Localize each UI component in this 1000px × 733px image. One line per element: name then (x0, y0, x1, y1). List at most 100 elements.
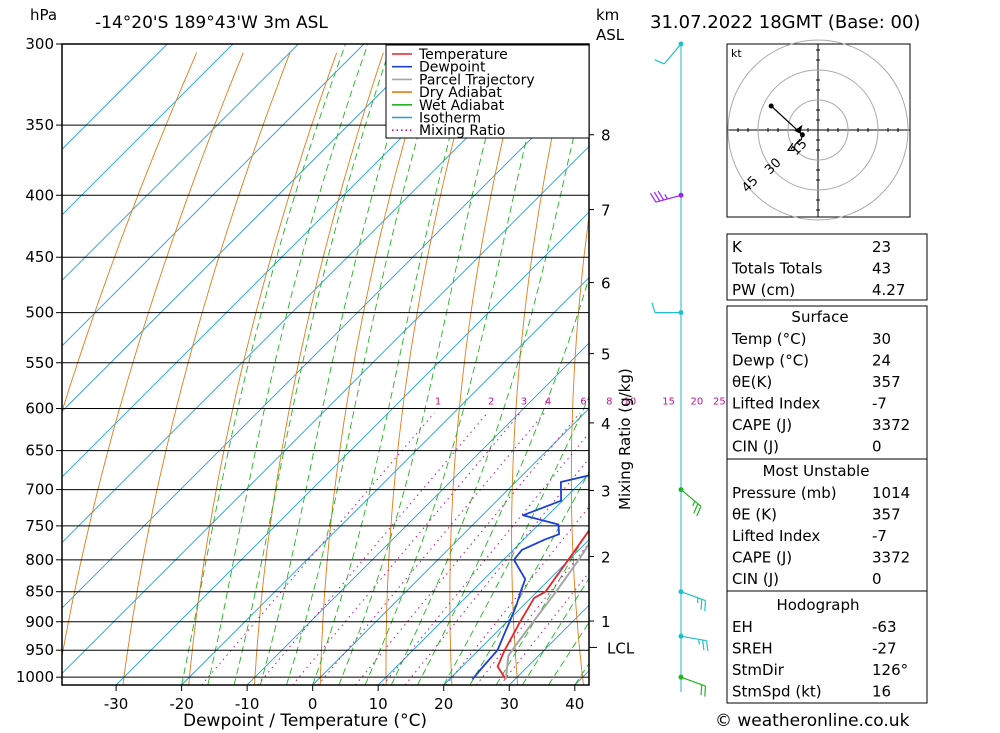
wind-barb-flag (696, 506, 702, 517)
wind-barb-flag (653, 191, 661, 202)
wind-barb-flag (700, 599, 703, 610)
pressure-tick-label: 500 (25, 304, 54, 322)
storm-motion-arrow (794, 124, 803, 134)
wet-adiabat-line (443, 395, 589, 685)
legend-entry: Wet Adiabat (419, 98, 505, 114)
sounding-series (471, 474, 589, 680)
wind-barb-shaft (655, 194, 682, 203)
pressure-tick-label: 300 (25, 35, 54, 53)
wind-barb-shaft (680, 591, 706, 602)
km-tick-label: 5 (601, 346, 611, 364)
wet-adiabat-line (286, 44, 446, 685)
hodograph-table-row-label: SREH (732, 640, 773, 658)
legend-entry: Temperature (418, 47, 508, 63)
pressure-axis: 300 350 400 450 500 550 600 650 700 750 800 850 900 9… (16, 35, 62, 686)
surface-row-label: CAPE (J) (732, 416, 792, 434)
pressure-tick-label: 600 (25, 400, 54, 418)
legend-entry: Mixing Ratio (419, 123, 505, 139)
hodograph-table-row-value: 126° (872, 661, 908, 679)
pressure-level-lines (62, 44, 589, 678)
location-title: -14°20'S 189°43'W 3m ASL (95, 13, 328, 33)
dry-adiabat-line (385, 52, 478, 685)
isotherm-line (62, 44, 496, 478)
mixing-ratio-line (382, 432, 589, 685)
hodograph-table-row-value: 16 (872, 683, 891, 701)
wind-barb-half-flag (698, 639, 700, 645)
wet-adiabat-line (417, 276, 589, 685)
wind-barb-flag (657, 190, 665, 201)
mixing-ratio-label: 25 (713, 397, 726, 408)
wet-adiabat-line (233, 44, 392, 685)
mixing-ratio-labels: 1 2 3 4 6 8 10 15 20 25 (435, 397, 726, 408)
wind-barb-flag (700, 684, 703, 696)
km-tick-label: 3 (601, 482, 611, 500)
hodograph-table-row-value: -27 (872, 640, 897, 658)
most-unstable-box (726, 458, 928, 592)
hodograph-table-title: Hodograph (776, 596, 859, 614)
dry-adiabat-line (319, 52, 431, 685)
dry-adiabat-line (570, 212, 589, 685)
legend-entry: Dry Adiabat (419, 85, 502, 101)
isotherm-line (62, 44, 561, 544)
pressure-tick-label: 750 (25, 517, 54, 535)
wind-barb-flag (704, 686, 707, 697)
wind-barb-shaft (680, 489, 702, 507)
isotherm-line (62, 44, 299, 282)
x-tick-label: -30 (104, 695, 129, 713)
isotherm-line (443, 539, 589, 685)
indices-row-label: Totals Totals (731, 260, 823, 278)
indices-row-value: 43 (872, 260, 891, 278)
mixing-ratio-label: 10 (624, 397, 637, 408)
mixing-ratio-label: 6 (580, 397, 586, 408)
surface-box (726, 305, 928, 460)
wind-barb-shaft (680, 676, 706, 687)
isotherm-line (62, 80, 589, 609)
credit-label: © weatheronline.co.uk (715, 711, 910, 731)
legend-box (385, 44, 590, 139)
most-unstable-row-label: CIN (J) (732, 570, 779, 588)
wet-adiabat-line (259, 44, 418, 685)
wind-barb-half-flag (664, 194, 668, 200)
km-tick-label: 2 (601, 549, 611, 567)
isotherm-line (62, 145, 589, 675)
mixing-ratio-label: 3 (521, 397, 527, 408)
indices-row-value: 23 (872, 238, 891, 256)
hodograph-table-row-value: -63 (872, 618, 897, 636)
isotherm-lines (62, 44, 589, 685)
surface-row-value: 0 (872, 438, 882, 456)
most-unstable-row-value: 1014 (872, 484, 910, 502)
isotherm-line (312, 408, 589, 685)
km-tick-label: 4 (601, 415, 611, 433)
surface-title: Surface (791, 308, 848, 326)
dry-adiabat-lines (62, 52, 1000, 685)
wind-barb-shaft (663, 43, 682, 65)
wind-barb-shaft (680, 635, 707, 642)
surface-row-value: 357 (872, 373, 901, 391)
pressure-tick-label: 700 (25, 481, 54, 499)
indices-tables: K 23 Totals Totals 43 PW (cm) 4.27 Surface Temp… (726, 233, 928, 704)
most-unstable-row-label: Pressure (mb) (732, 484, 837, 502)
indices-row-label: K (732, 238, 743, 256)
wet-adiabat-line (338, 44, 511, 685)
mixing-ratio-label: 4 (545, 397, 551, 408)
most-unstable-row-label: θE (K) (732, 506, 777, 524)
mixing-ratio-label: 2 (488, 397, 494, 408)
dry-adiabat-line (990, 53, 1000, 685)
surface-row-value: 3372 (872, 416, 910, 434)
temperature-line (496, 529, 589, 680)
dry-adiabat-line (629, 53, 663, 685)
mixing-ratio-label: 15 (662, 397, 675, 408)
mixing-ratio-label: 1 (435, 397, 441, 408)
wind-barb-flag (706, 640, 709, 652)
km-tick-label: 8 (601, 127, 611, 145)
most-unstable-row-value: 3372 (872, 549, 910, 567)
hodograph-table-row-label: StmDir (732, 661, 785, 679)
plot-frame (61, 43, 590, 686)
dry-adiabat-line (62, 52, 244, 659)
pressure-tick-label: 900 (25, 613, 54, 631)
km-tick-label: 7 (601, 202, 611, 220)
most-unstable-row-value: -7 (872, 527, 887, 545)
indices-row-value: 4.27 (872, 281, 905, 299)
